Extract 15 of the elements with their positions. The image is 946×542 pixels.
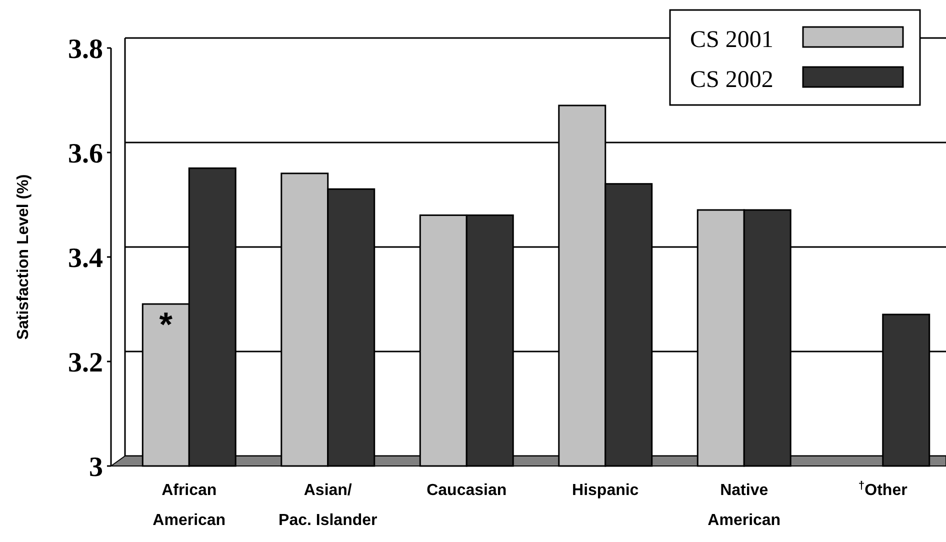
y-tick-label: 3.4: [68, 242, 103, 274]
y-axis-title: Satisfaction Level (%): [15, 174, 32, 340]
y-tick-label: 3.8: [68, 34, 103, 65]
annotation: *: [159, 306, 174, 344]
x-tick-label: Asian/ Pac. Islander: [278, 482, 378, 529]
x-tick-label: Native American: [708, 482, 781, 529]
legend-label: CS 2001: [690, 27, 774, 53]
x-tick-label: $^{†}$Other: [858, 480, 908, 499]
y-tick-label: 3.6: [68, 138, 103, 170]
y-tick-label: 3.2: [68, 347, 103, 378]
legend-label: CS 2002: [690, 67, 774, 93]
x-tick-label: African American: [152, 482, 226, 529]
x-tick-label: Caucasian: [426, 482, 507, 499]
y-tick-label: 3: [89, 452, 103, 483]
x-tick-label: Hispanic: [572, 482, 639, 499]
